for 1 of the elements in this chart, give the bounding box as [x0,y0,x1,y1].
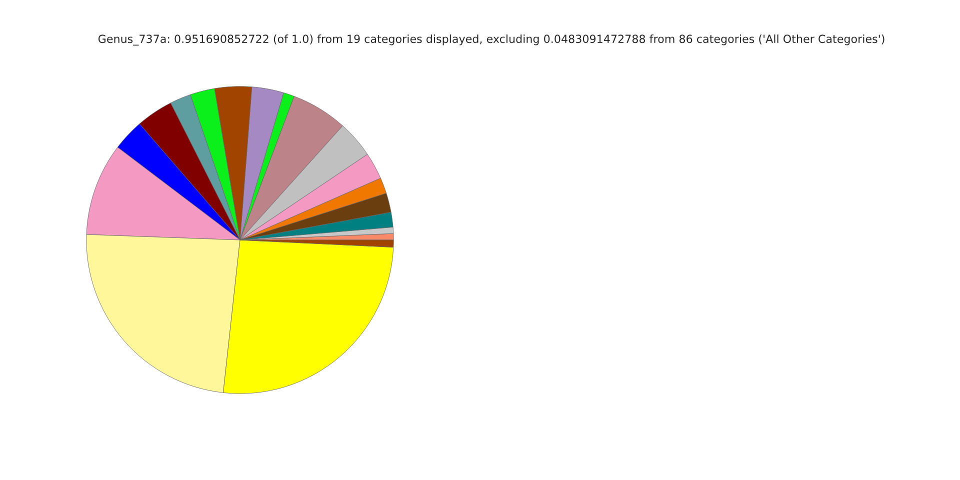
text: Genus_737a: 0.951690852722 (of 1.0) from 19 categories displayed, excluding 0.0483091472788 from 86 categories ('All Other Categories') [98,34,884,46]
